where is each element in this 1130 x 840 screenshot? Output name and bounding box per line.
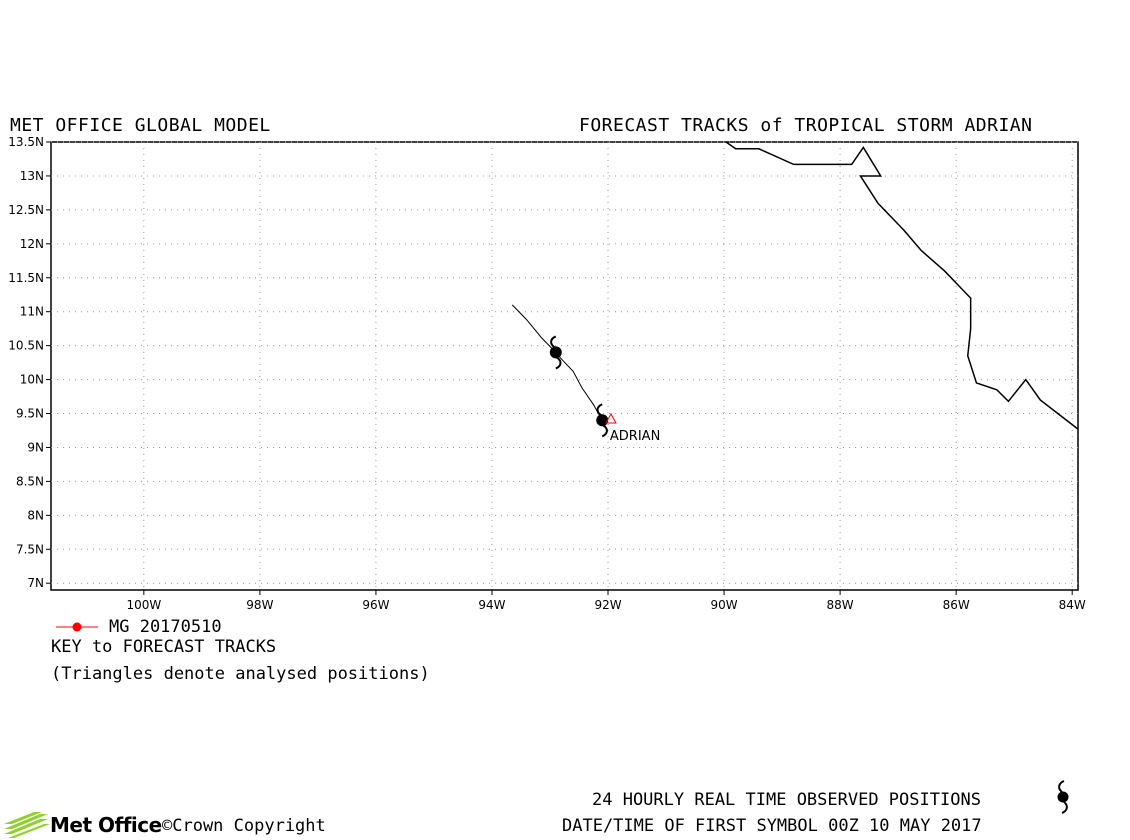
- y-tick-label: 7N: [27, 576, 44, 590]
- y-tick-label: 12.5N: [8, 203, 44, 217]
- grid-lines: [51, 141, 1078, 590]
- x-tick-label: 84W: [1059, 598, 1086, 612]
- storm-symbol-core: [596, 414, 609, 427]
- legend-entry-label: MG 20170510: [109, 617, 222, 637]
- y-tick-label: 7.5N: [16, 542, 44, 556]
- met-office-logo-icon: [4, 812, 50, 838]
- met-office-logo-text: Met Office: [50, 813, 162, 837]
- y-tick-label: 8.5N: [16, 474, 44, 488]
- legend-note: (Triangles denote analysed positions): [51, 664, 430, 684]
- storm-symbol-icon: [1057, 780, 1069, 814]
- analysed-position-label: ADRIAN: [610, 429, 660, 444]
- y-tick-label: 9.5N: [16, 407, 44, 421]
- y-tick-label: 11.5N: [8, 271, 44, 285]
- coastline: [724, 142, 1078, 430]
- storm-symbol: [596, 403, 609, 438]
- forecast-title: FORECAST TRACKS of TROPICAL STORM ADRIAN: [579, 115, 1033, 136]
- x-tick-label: 92W: [594, 598, 621, 612]
- y-tick-label: 10.5N: [8, 339, 44, 353]
- y-tick-label: 9N: [27, 440, 44, 454]
- x-tick-label: 86W: [943, 598, 970, 612]
- forecast-track: [511, 304, 603, 421]
- storm-symbol-arm: [555, 356, 562, 370]
- analysed-positions: ADRIAN: [605, 412, 660, 444]
- legend-key-title: KEY to FORECAST TRACKS: [51, 637, 277, 657]
- storm-symbol-core: [549, 346, 562, 359]
- model-title: MET OFFICE GLOBAL MODEL: [10, 115, 271, 136]
- y-tick-label: 11N: [20, 305, 44, 319]
- copyright-text: ©Crown Copyright: [162, 816, 326, 836]
- storm-symbol-arm: [596, 403, 603, 417]
- y-tick-label: 10N: [20, 373, 44, 387]
- storm-symbol: [549, 335, 562, 370]
- x-tick-label: 100W: [126, 598, 161, 612]
- x-tick-label: 94W: [478, 598, 505, 612]
- y-tick-label: 8N: [27, 508, 44, 522]
- y-tick-label: 12N: [20, 237, 44, 251]
- y-tick-label: 13N: [20, 169, 44, 183]
- legend-marker: [56, 622, 98, 632]
- x-tick-label: 88W: [827, 598, 854, 612]
- coastline-path: [724, 142, 1078, 430]
- y-tick-label: 13.5N: [8, 135, 44, 149]
- observed-positions-note: 24 HOURLY REAL TIME OBSERVED POSITIONS: [592, 790, 981, 810]
- x-tick-label: 98W: [246, 598, 273, 612]
- axis-ticks: 100W 98W 96W 94W 92W 90W 88W 86W 84W 7N 7.5N 8N 8.5N…: [8, 135, 1086, 612]
- analysed-position-triangle: [605, 412, 617, 424]
- track-line: [511, 304, 603, 421]
- storm-symbol-arm: [550, 335, 557, 349]
- map-frame: [50, 141, 1079, 591]
- storm-symbols: [549, 335, 609, 438]
- first-symbol-datetime: DATE/TIME OF FIRST SYMBOL 00Z 10 MAY 201…: [562, 816, 982, 836]
- x-tick-label: 90W: [710, 598, 737, 612]
- storm-symbol-arm: [601, 424, 608, 438]
- x-tick-label: 96W: [362, 598, 389, 612]
